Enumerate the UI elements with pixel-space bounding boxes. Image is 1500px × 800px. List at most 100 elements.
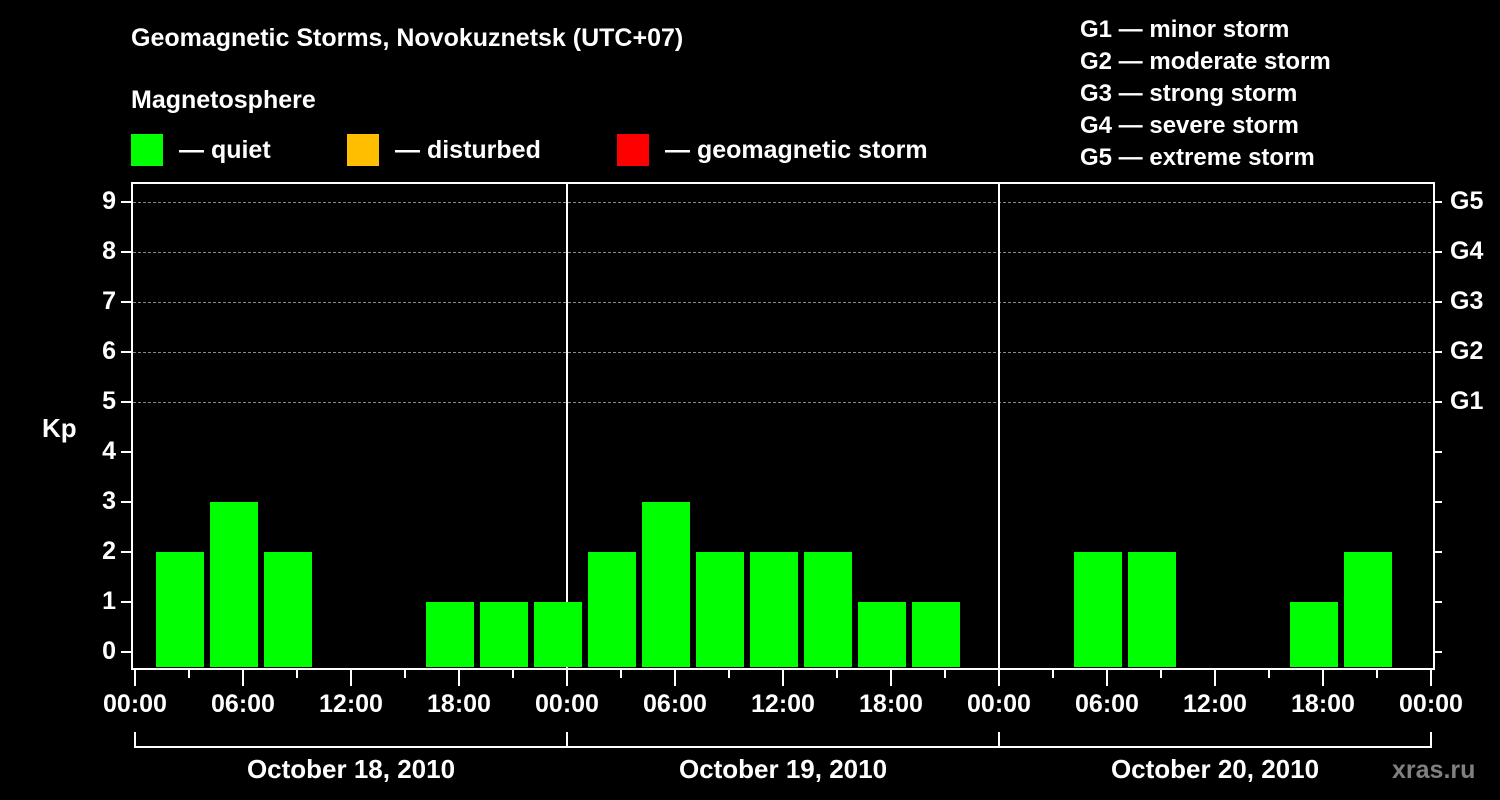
x-tick-label: 12:00	[1183, 690, 1247, 718]
grid-line	[133, 252, 1431, 253]
y-tick-right	[1433, 551, 1442, 553]
storm-level-label: G2	[1450, 337, 1484, 365]
kp-bar	[804, 552, 852, 667]
x-tick	[512, 670, 514, 678]
x-tick	[242, 670, 244, 686]
x-tick	[944, 670, 946, 678]
legend-swatch-disturbed	[347, 134, 379, 166]
x-tick-label: 06:00	[1075, 690, 1139, 718]
x-tick	[566, 670, 568, 686]
kp-bar	[156, 552, 204, 667]
y-tick-label: 2	[102, 537, 116, 565]
legend-swatch-storm	[617, 134, 649, 166]
chart-title: Geomagnetic Storms, Novokuznetsk (UTC+07…	[131, 24, 684, 52]
watermark: xras.ru	[1392, 756, 1476, 784]
legend-storm: — geomagnetic storm	[617, 134, 928, 166]
y-tick	[121, 201, 131, 203]
legend-label: — quiet	[179, 135, 271, 164]
day-bracket-tick	[566, 732, 568, 748]
y-tick	[121, 451, 131, 453]
y-tick	[121, 601, 131, 603]
x-tick	[1052, 670, 1054, 678]
y-tick-right	[1433, 451, 1442, 453]
kp-bar	[912, 602, 960, 667]
kp-bar	[858, 602, 906, 667]
y-tick-label: 4	[102, 437, 116, 465]
x-tick	[782, 670, 784, 686]
y-tick	[121, 351, 131, 353]
kp-bar	[696, 552, 744, 667]
x-tick	[620, 670, 622, 678]
y-tick	[121, 251, 131, 253]
storm-level-label: G3	[1450, 287, 1484, 315]
x-tick-label: 00:00	[967, 690, 1031, 718]
kp-bar	[750, 552, 798, 667]
storm-level-label: G4	[1450, 237, 1484, 265]
x-tick	[998, 670, 1000, 686]
x-tick-label: 12:00	[751, 690, 815, 718]
chart-subtitle: Magnetosphere	[131, 86, 316, 114]
grid-line	[133, 202, 1431, 203]
y-tick	[121, 501, 131, 503]
x-tick-label: 06:00	[643, 690, 707, 718]
x-tick	[1160, 670, 1162, 678]
storm-level-g2: G2 — moderate storm	[1080, 48, 1331, 75]
y-tick-label: 8	[102, 237, 116, 265]
storm-level-g1: G1 — minor storm	[1080, 16, 1290, 43]
legend-label: — geomagnetic storm	[665, 135, 928, 164]
kp-bar	[264, 552, 312, 667]
y-tick-label: 5	[102, 387, 116, 415]
storm-level-g5: G5 — extreme storm	[1080, 144, 1315, 171]
grid-line	[133, 402, 1431, 403]
legend-quiet: — quiet	[131, 134, 271, 166]
day-label: October 18, 2010	[246, 754, 456, 784]
x-tick	[188, 670, 190, 678]
plot-frame	[131, 182, 1435, 670]
x-tick-label: 06:00	[211, 690, 275, 718]
x-tick-label: 18:00	[427, 690, 491, 718]
x-tick	[458, 670, 460, 686]
y-tick	[121, 651, 131, 653]
day-divider	[998, 183, 1000, 668]
y-tick-right	[1433, 651, 1442, 653]
y-tick-right	[1433, 401, 1442, 403]
x-tick	[728, 670, 730, 678]
y-tick-label: 1	[102, 587, 116, 615]
y-tick-right	[1433, 301, 1442, 303]
day-bracket-tick	[134, 732, 136, 748]
day-bracket	[134, 746, 1432, 748]
kp-bar	[1344, 552, 1392, 667]
x-tick	[350, 670, 352, 686]
legend-disturbed: — disturbed	[347, 134, 541, 166]
kp-bar	[642, 502, 690, 667]
y-tick-right	[1433, 201, 1442, 203]
x-tick	[674, 670, 676, 686]
y-tick-right	[1433, 601, 1442, 603]
kp-bar	[480, 602, 528, 667]
kp-bar	[1074, 552, 1122, 667]
x-tick-label: 12:00	[319, 690, 383, 718]
day-label: October 20, 2010	[1110, 754, 1320, 784]
storm-level-label: G1	[1450, 387, 1484, 415]
y-tick-label: 7	[102, 287, 116, 315]
storm-level-label: G5	[1450, 187, 1484, 215]
x-tick	[1106, 670, 1108, 686]
kp-bar	[588, 552, 636, 667]
x-tick	[134, 670, 136, 686]
kp-bar	[426, 602, 474, 667]
day-bracket-tick	[1430, 732, 1432, 748]
y-tick-label: 6	[102, 337, 116, 365]
y-tick-right	[1433, 251, 1442, 253]
x-tick-label: 18:00	[859, 690, 923, 718]
x-tick	[404, 670, 406, 678]
y-tick-label: 9	[102, 187, 116, 215]
x-tick-label: 18:00	[1291, 690, 1355, 718]
x-tick	[1430, 670, 1432, 686]
x-tick	[1376, 670, 1378, 678]
day-label: October 19, 2010	[678, 754, 888, 784]
x-tick	[1214, 670, 1216, 686]
y-axis-title: Kp	[42, 413, 77, 443]
x-tick	[836, 670, 838, 678]
y-tick-right	[1433, 351, 1442, 353]
x-tick	[1268, 670, 1270, 678]
